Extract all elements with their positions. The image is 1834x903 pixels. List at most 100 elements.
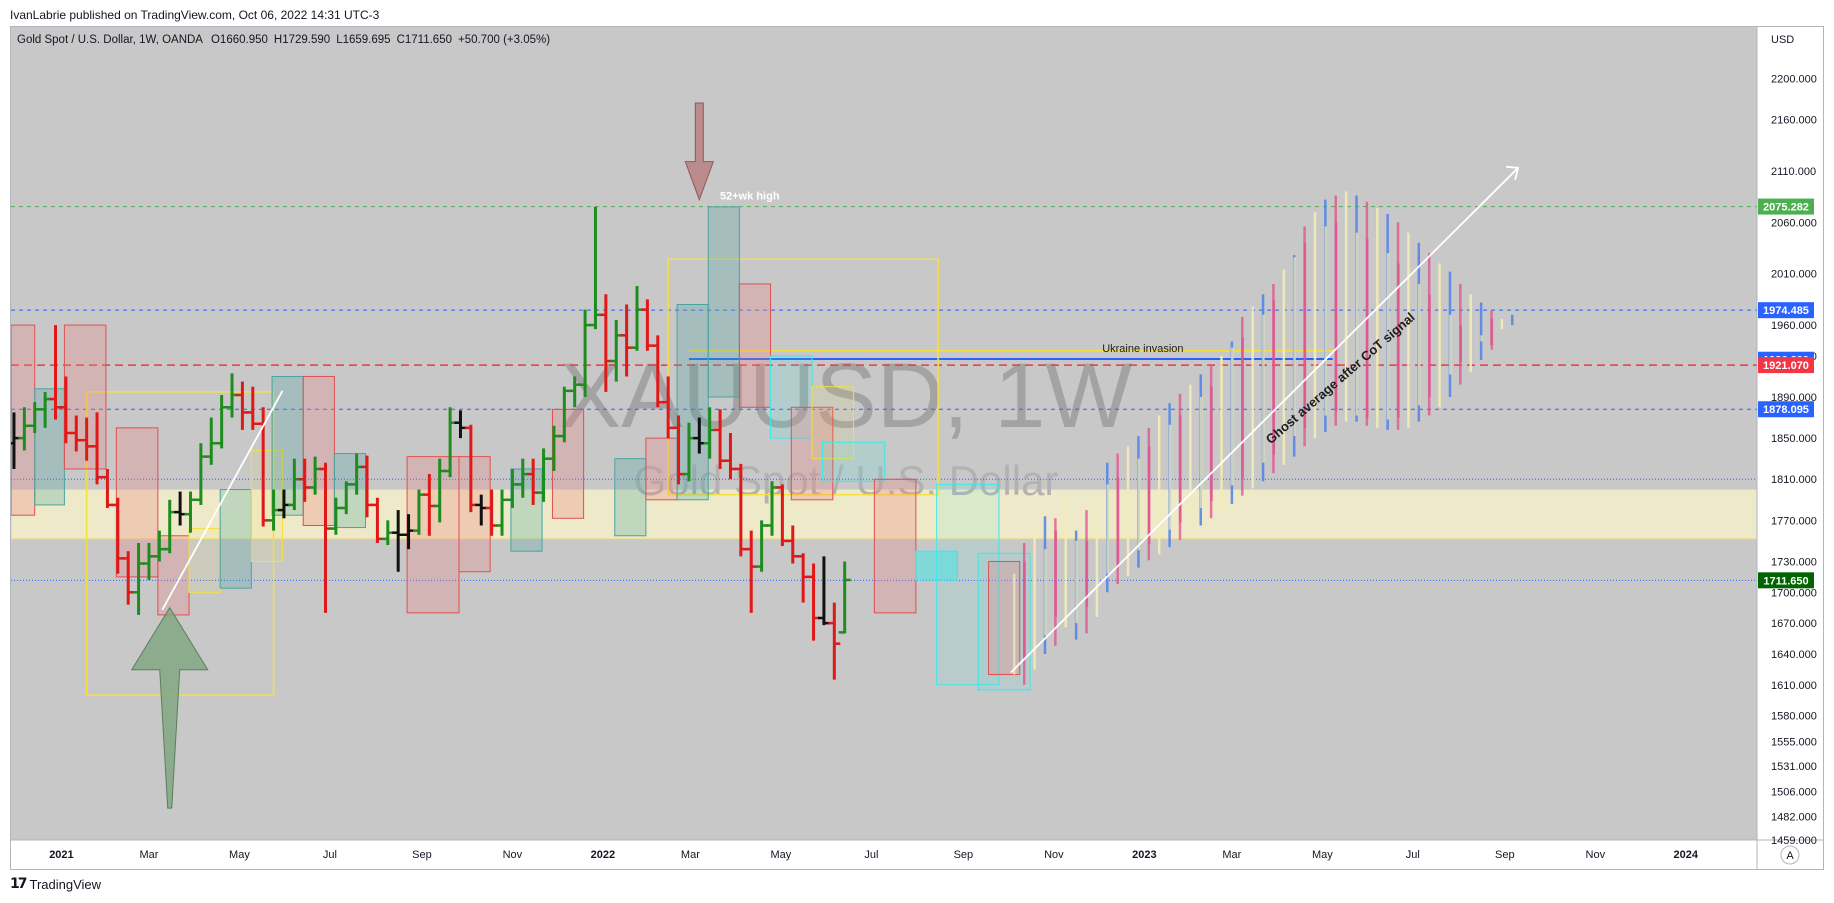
autoscale-button[interactable]: A [1780,845,1800,865]
down-arrow-icon [684,102,715,202]
y-tick-label-8: 1850.000 [1771,433,1817,445]
legend-symbol-line: Gold Spot / U.S. Dollar, 1W, OANDA O1660.… [17,34,550,46]
autoscale-circle[interactable] [1780,845,1800,865]
x-tick-label-17: Nov [1586,849,1606,861]
price-tag-3 [1758,357,1814,374]
y-tick-label-11: 1730.000 [1771,556,1817,568]
tradingview-logo[interactable]: 17 TradingView [10,876,101,892]
y-tick-label-12: 1700.000 [1771,587,1817,599]
autoscale-label[interactable]: A [1786,850,1794,862]
teal-box-e [510,468,543,552]
y-tick-label-17: 1555.000 [1771,736,1817,748]
teal-box-b [219,489,252,589]
x-tick-label-13: Mar [1222,849,1241,861]
price-tag-label-0: 2075.282 [1763,202,1809,214]
price-tag-4 [1758,401,1814,418]
y-tick-label-3: 2060.000 [1771,217,1817,229]
price-tag-label-3: 1921.070 [1763,360,1809,372]
red-box-h [551,408,585,519]
trend-line-0 [161,390,284,611]
chart-panel[interactable]: XAUUSD, 1W Gold Spot / U.S. Dollar 52+wk… [10,26,1824,870]
x-tick-label-3: Jul [323,849,337,861]
annotation-1: Ukraine invasion [1102,343,1183,355]
y-tick-label-10: 1770.000 [1771,515,1817,527]
x-tick-label-12: 2023 [1132,849,1156,861]
watermark-name: Gold Spot / U.S. Dollar [634,457,1059,504]
up-arrow-icon [130,606,209,809]
red-box-d [157,535,190,616]
x-tick-label-4: Sep [412,849,432,861]
y-tick-label-20: 1482.000 [1771,811,1817,823]
y-tick-label-14: 1640.000 [1771,649,1817,661]
teal-box-c [271,375,304,516]
x-tick-label-14: May [1312,849,1333,861]
y-tick-label-16: 1580.000 [1771,711,1817,723]
yellow-box-a [188,528,221,593]
y-tick-label-0: 2200.000 [1771,73,1817,85]
x-tick-label-6: 2022 [591,849,615,861]
trend-line-1 [1010,167,1519,674]
teal-box-g [676,304,709,501]
legend-change: +50.700 (+3.05%) [458,34,550,46]
cyan-box-b [821,441,886,482]
price-tag-label-4: 1878.095 [1763,404,1809,416]
x-tick-label-18: 2024 [1674,849,1699,861]
x-tick-label-15: Jul [1406,849,1420,861]
x-tick-label-16: Sep [1495,849,1515,861]
red-box-f [406,456,460,614]
legend-symbol: Gold Spot / U.S. Dollar, 1W, OANDA [17,34,203,46]
price-tag-0 [1758,198,1814,215]
x-tick-label-10: Sep [954,849,974,861]
tradingview-logo-icon: 17 [10,876,28,892]
price-axis-unit: USD [1771,34,1794,46]
red-box-l [873,478,917,614]
x-tick-label-2: May [229,849,250,861]
red-box-j [738,283,772,408]
price-tag-5 [1758,572,1814,589]
watermark-ticker: XAUUSD, 1W [560,345,1133,447]
teal-box-d [333,453,367,529]
legend-high: H1729.590 [274,34,330,46]
x-tick-label-11: Nov [1044,849,1064,861]
x-tick-label-7: Mar [681,849,700,861]
price-tag-label-1: 1974.485 [1763,305,1809,317]
y-tick-label-19: 1506.000 [1771,787,1817,799]
trend-arrow-head [1506,165,1520,181]
legend-close: C1711.650 [397,34,452,46]
publisher-text: IvanLabrie published on TradingView.com,… [10,8,380,22]
price-tag-label-5: 1711.650 [1763,575,1808,587]
plot-background [11,27,1757,840]
y-tick-label-13: 1670.000 [1771,618,1817,630]
annotation-0: 52+wk high [720,191,780,203]
publish-header: IvanLabrie published on TradingView.com,… [0,0,1834,26]
footer: 17 TradingView [10,872,1824,900]
cyan-box-e [977,552,1031,691]
x-tick-label-8: May [771,849,792,861]
y-tick-label-15: 1610.000 [1771,680,1817,692]
y-tick-label-9: 1810.000 [1771,474,1817,486]
red-box-i [645,437,678,501]
yellow-box-b [250,449,283,562]
legend-open: O1660.950 [211,34,268,46]
y-tick-label-18: 1531.000 [1771,761,1817,773]
x-tick-label-5: Nov [503,849,523,861]
y-tick-label-7: 1890.000 [1771,392,1817,404]
y-tick-label-1: 2160.000 [1771,115,1817,127]
red-box-g [458,456,491,573]
y-tick-label-21: 1459.000 [1771,835,1817,847]
y-tick-label-2: 2110.000 [1771,166,1816,178]
supply-zone [11,489,1758,540]
teal-box-f [614,458,647,537]
tradingview-brand: TradingView [29,876,102,892]
yellow-box-c [811,386,855,460]
yellow-range-box-0 [85,391,275,696]
price-tag-1 [1758,302,1814,319]
y-tick-label-5: 1960.000 [1771,320,1817,332]
x-tick-label-0: 2021 [49,849,73,861]
x-tick-label-9: Jul [864,849,878,861]
y-tick-label-4: 2010.000 [1771,269,1817,281]
legend-low: L1659.695 [336,34,390,46]
x-tick-label-1: Mar [139,849,158,861]
teal-box-h [707,206,740,398]
price-chart[interactable]: XAUUSD, 1W Gold Spot / U.S. Dollar 52+wk… [11,27,1823,869]
